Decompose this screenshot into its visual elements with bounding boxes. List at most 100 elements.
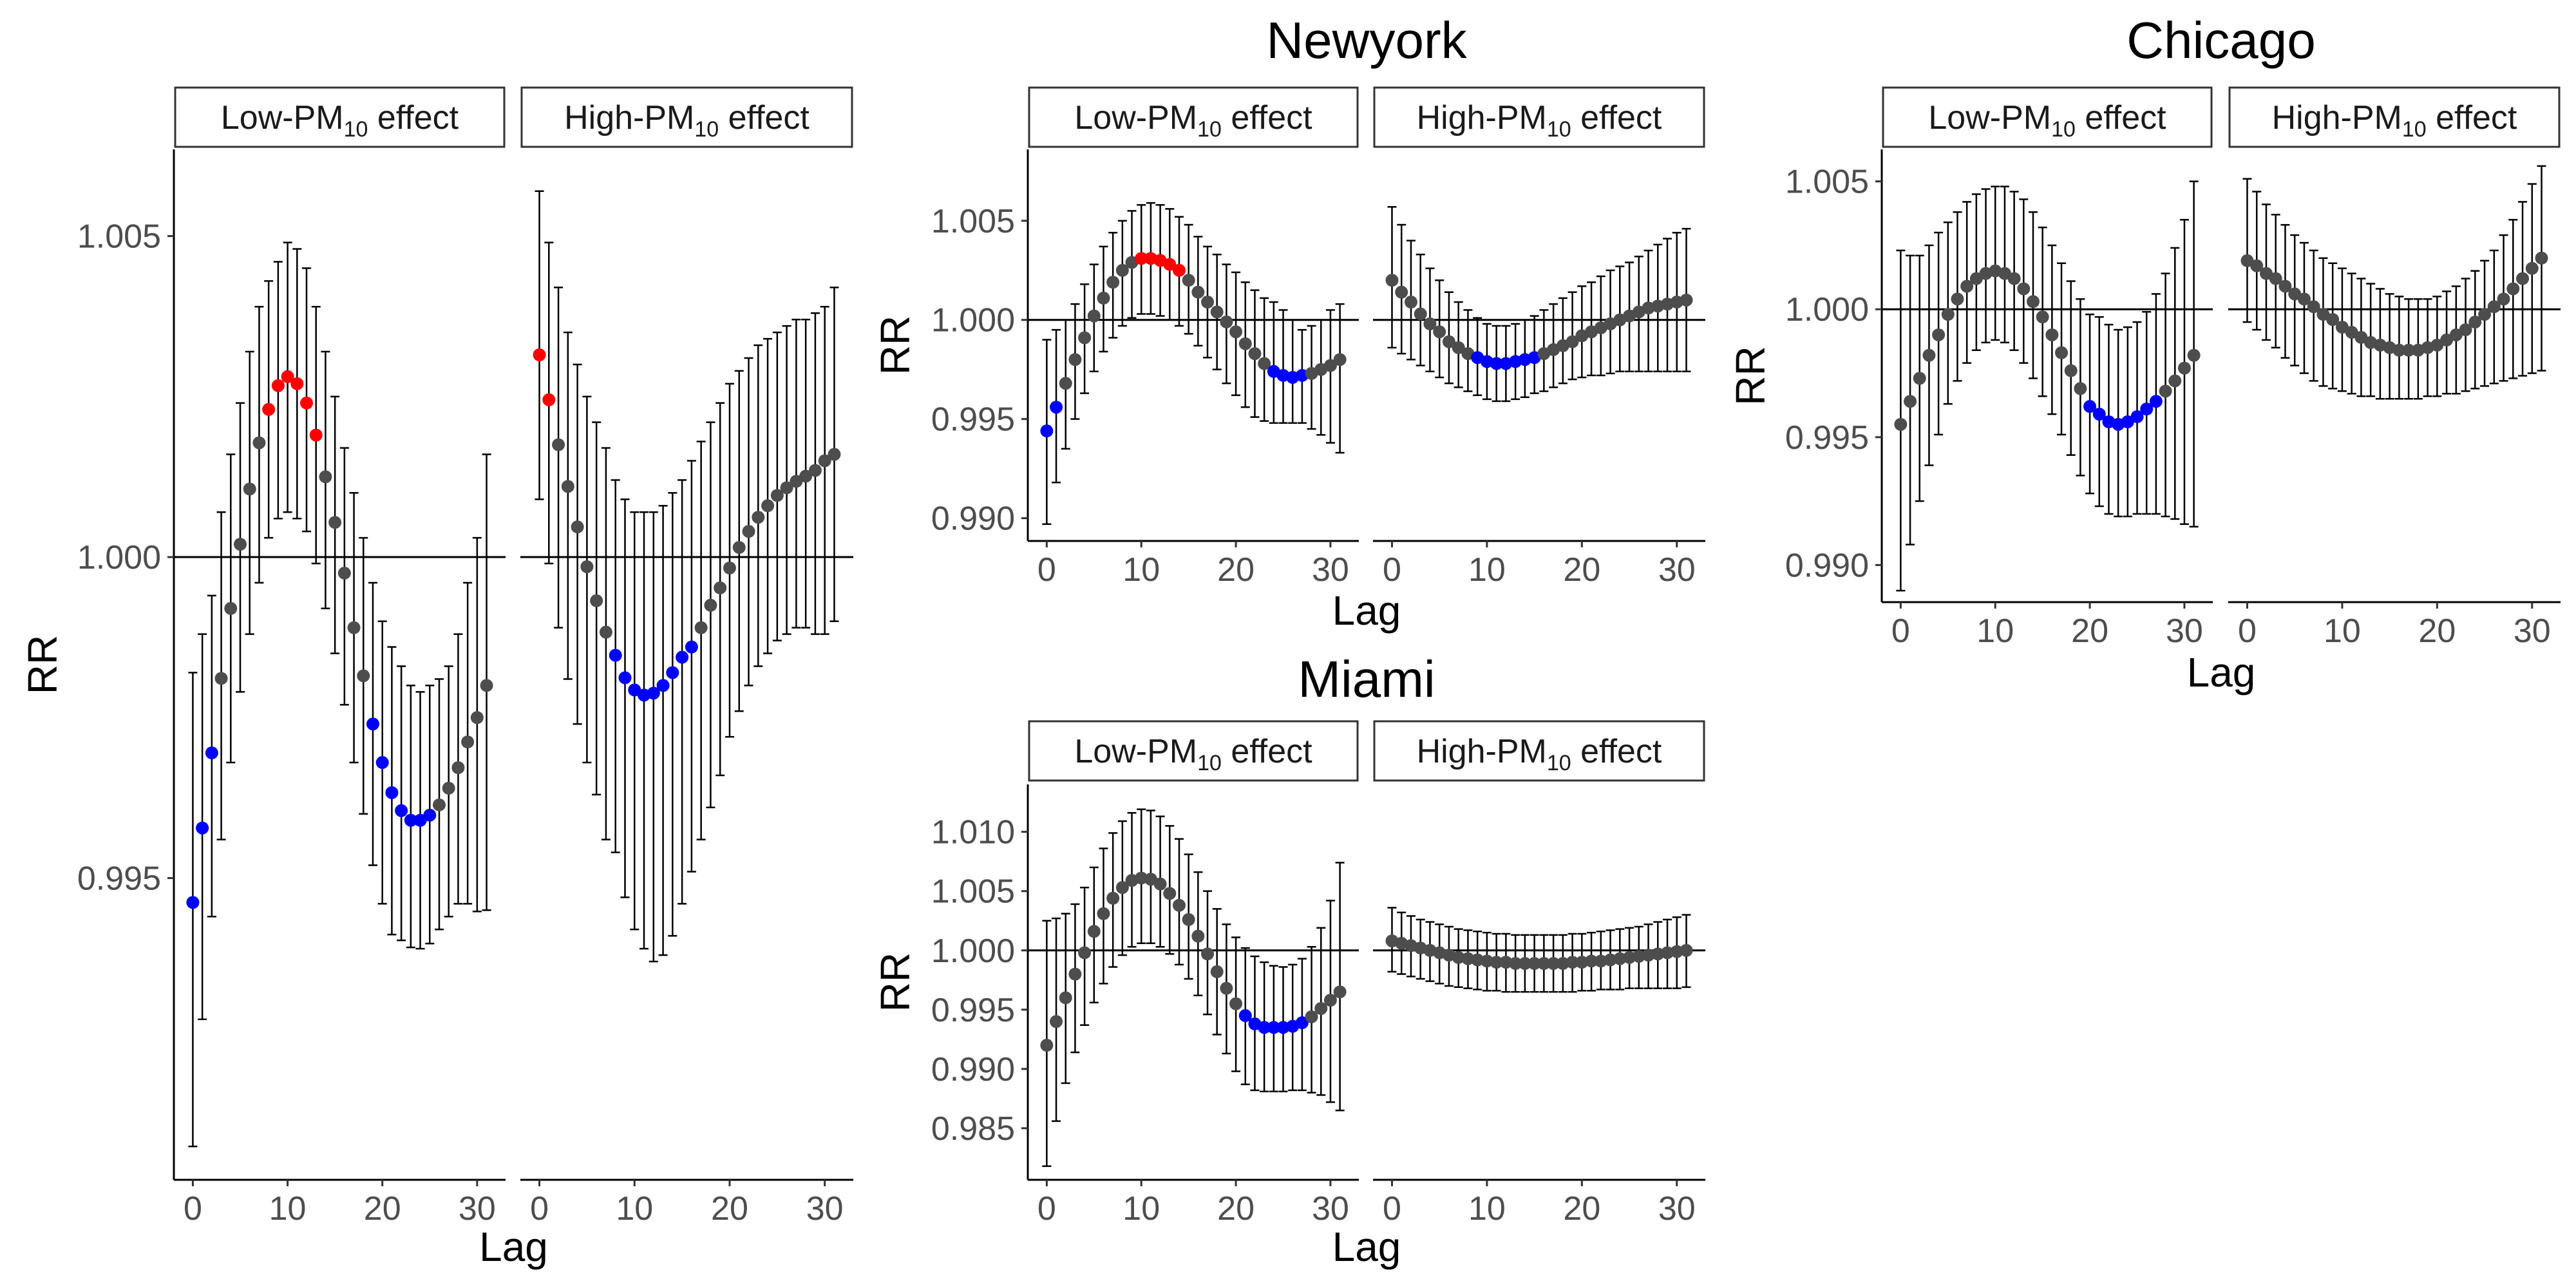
data-point: [1941, 308, 1955, 321]
data-point: [1556, 957, 1569, 971]
data-point: [580, 560, 594, 573]
data-point: [2055, 346, 2069, 359]
data-point: [1314, 1001, 1328, 1015]
data-point: [1566, 335, 1579, 348]
data-point: [461, 735, 475, 749]
data-point: [196, 821, 209, 835]
data-point: [319, 470, 332, 484]
strip-label-suffix: effect: [2076, 99, 2166, 137]
data-point: [2402, 343, 2416, 357]
data-point: [375, 756, 389, 770]
data-point: [1220, 981, 1233, 995]
data-point: [2392, 343, 2406, 357]
data-point: [1528, 957, 1541, 971]
data-point: [433, 798, 446, 811]
data-point: [704, 598, 717, 612]
y-tick-label: 1.005: [931, 203, 1015, 240]
data-point: [761, 499, 775, 513]
data-point: [1295, 1016, 1309, 1030]
x-tick-label: 30: [1312, 551, 1349, 589]
data-point: [1135, 252, 1148, 265]
y-tick-label: 0.995: [77, 860, 161, 897]
data-point: [571, 520, 584, 534]
data-point: [609, 649, 622, 662]
data-point: [1238, 337, 1252, 350]
data-point: [186, 896, 200, 909]
data-point: [1248, 347, 1262, 361]
data-point: [2177, 361, 2191, 375]
x-tick-label: 10: [2324, 612, 2361, 650]
strip-label-prefix: High-PM: [1417, 99, 1547, 137]
data-point: [2335, 321, 2349, 334]
data-point: [2045, 328, 2059, 341]
x-tick-label: 10: [269, 1190, 307, 1227]
data-point: [1395, 285, 1408, 299]
strip-label-subscript: 10: [2051, 117, 2076, 142]
chart-title: Newyork: [1266, 12, 1467, 69]
data-point: [1059, 377, 1072, 390]
x-axis-title: Lag: [479, 1224, 548, 1270]
strip-box: [1028, 720, 1359, 782]
chart-title: Miami: [1298, 650, 1435, 708]
data-point: [561, 480, 574, 493]
data-point: [2259, 267, 2273, 280]
x-tick-label: 30: [1658, 551, 1696, 589]
data-point: [366, 717, 379, 731]
data-point: [1385, 274, 1399, 287]
data-point: [271, 379, 285, 392]
data-point: [1097, 291, 1110, 305]
data-point: [451, 761, 465, 774]
data-point: [404, 813, 417, 827]
data-point: [357, 669, 370, 683]
data-point: [628, 683, 641, 697]
strip-box: [1882, 86, 2213, 148]
strip-label-subscript: 10: [1547, 751, 1571, 775]
data-point: [262, 402, 276, 416]
data-point: [742, 525, 755, 538]
strip-label-subscript: 10: [2402, 117, 2427, 142]
x-tick-label: 20: [1217, 1190, 1255, 1227]
data-point: [1613, 952, 1627, 965]
data-point: [2036, 310, 2049, 324]
data-point: [1191, 285, 1205, 299]
x-tick-label: 0: [1037, 551, 1056, 589]
data-point: [480, 679, 493, 692]
data-point: [1661, 946, 1674, 960]
data-point: [2440, 333, 2454, 346]
data-point: [2297, 292, 2311, 306]
data-point: [1267, 1021, 1280, 1034]
x-tick-label: 20: [1217, 551, 1255, 589]
x-tick-label: 20: [1563, 1190, 1600, 1227]
strip-label-prefix: High-PM: [2272, 99, 2402, 137]
data-point: [1894, 417, 1908, 431]
data-point: [1452, 341, 1465, 354]
data-point: [2121, 415, 2134, 428]
data-point: [1040, 424, 1054, 438]
data-point: [2535, 251, 2548, 265]
x-tick-label: 10: [1122, 551, 1160, 589]
data-point: [808, 464, 822, 477]
data-point: [243, 482, 256, 496]
x-tick-label: 20: [1563, 551, 1600, 589]
strip-label-suffix: effect: [719, 99, 810, 137]
strip-label: High-PM10 effect: [2272, 99, 2517, 142]
y-axis-title: RR: [872, 316, 918, 375]
data-point: [1969, 272, 1983, 285]
data-point: [423, 808, 437, 822]
data-point: [1642, 949, 1655, 962]
data-point: [1680, 293, 1693, 307]
data-point: [1087, 925, 1101, 938]
data-point: [1518, 957, 1531, 971]
data-point: [1068, 353, 1082, 366]
data-point: [694, 621, 708, 634]
data-point: [2478, 308, 2492, 321]
data-point: [2278, 279, 2292, 293]
strip-label-subscript: 10: [1547, 117, 1571, 142]
x-tick-label: 0: [2238, 612, 2257, 650]
data-point: [1490, 357, 1503, 370]
strip-label: Low-PM10 effect: [221, 99, 459, 142]
y-tick-label: 1.000: [1785, 291, 1869, 328]
